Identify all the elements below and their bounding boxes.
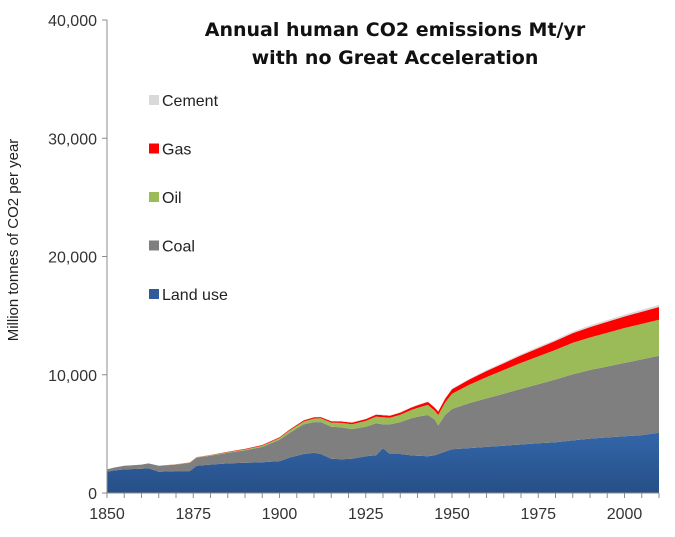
chart-subtitle: with no Great Acceleration: [252, 47, 539, 69]
legend: Cement Gas Oil Coal Land use: [149, 93, 228, 304]
legend-label: Coal: [162, 239, 195, 256]
area-series-group: [107, 304, 659, 493]
legend-item-gas: Gas: [149, 142, 191, 159]
y-tick-label: 10,000: [48, 368, 97, 385]
x-tick-group: 1850 1875 1900 1925 1950 1975 2000: [89, 493, 660, 523]
legend-label: Oil: [162, 190, 182, 207]
legend-swatch: [149, 143, 159, 154]
legend-swatch: [149, 192, 159, 202]
area-cement: [107, 304, 659, 470]
legend-item-oil: Oil: [149, 190, 182, 207]
area-coal: [107, 355, 659, 472]
y-tick-label: 40,000: [48, 13, 97, 30]
y-tick-label: 0: [88, 486, 97, 503]
legend-swatch: [149, 240, 159, 251]
legend-label: Gas: [162, 142, 191, 159]
y-axis-title: Million tonnes of CO2 per year: [5, 139, 22, 342]
x-tick-label: 2000: [607, 506, 643, 523]
x-tick-label: 1900: [262, 506, 298, 523]
legend-item-cement: Cement: [149, 93, 219, 110]
y-tick-label: 20,000: [48, 250, 97, 267]
y-tick-label: 30,000: [48, 131, 97, 148]
legend-label: Land use: [162, 287, 228, 304]
chart-title: Annual human CO2 emissions Mt/yr: [205, 19, 586, 41]
area-land-use: [107, 432, 659, 493]
x-tick-label: 1975: [520, 506, 556, 523]
legend-item-coal: Coal: [149, 239, 195, 256]
legend-swatch: [149, 289, 159, 299]
x-tick-label: 1950: [434, 506, 470, 523]
legend-label: Cement: [162, 93, 219, 110]
area-gas: [107, 307, 659, 470]
x-tick-label: 1875: [175, 506, 211, 523]
legend-item-land-use: Land use: [149, 287, 228, 304]
y-tick-group: 0 10,000 20,000 30,000 40,000: [48, 13, 107, 503]
legend-swatch: [149, 95, 159, 105]
area-oil: [107, 319, 659, 470]
x-tick-label: 1850: [89, 506, 125, 523]
x-tick-label: 1925: [348, 506, 384, 523]
